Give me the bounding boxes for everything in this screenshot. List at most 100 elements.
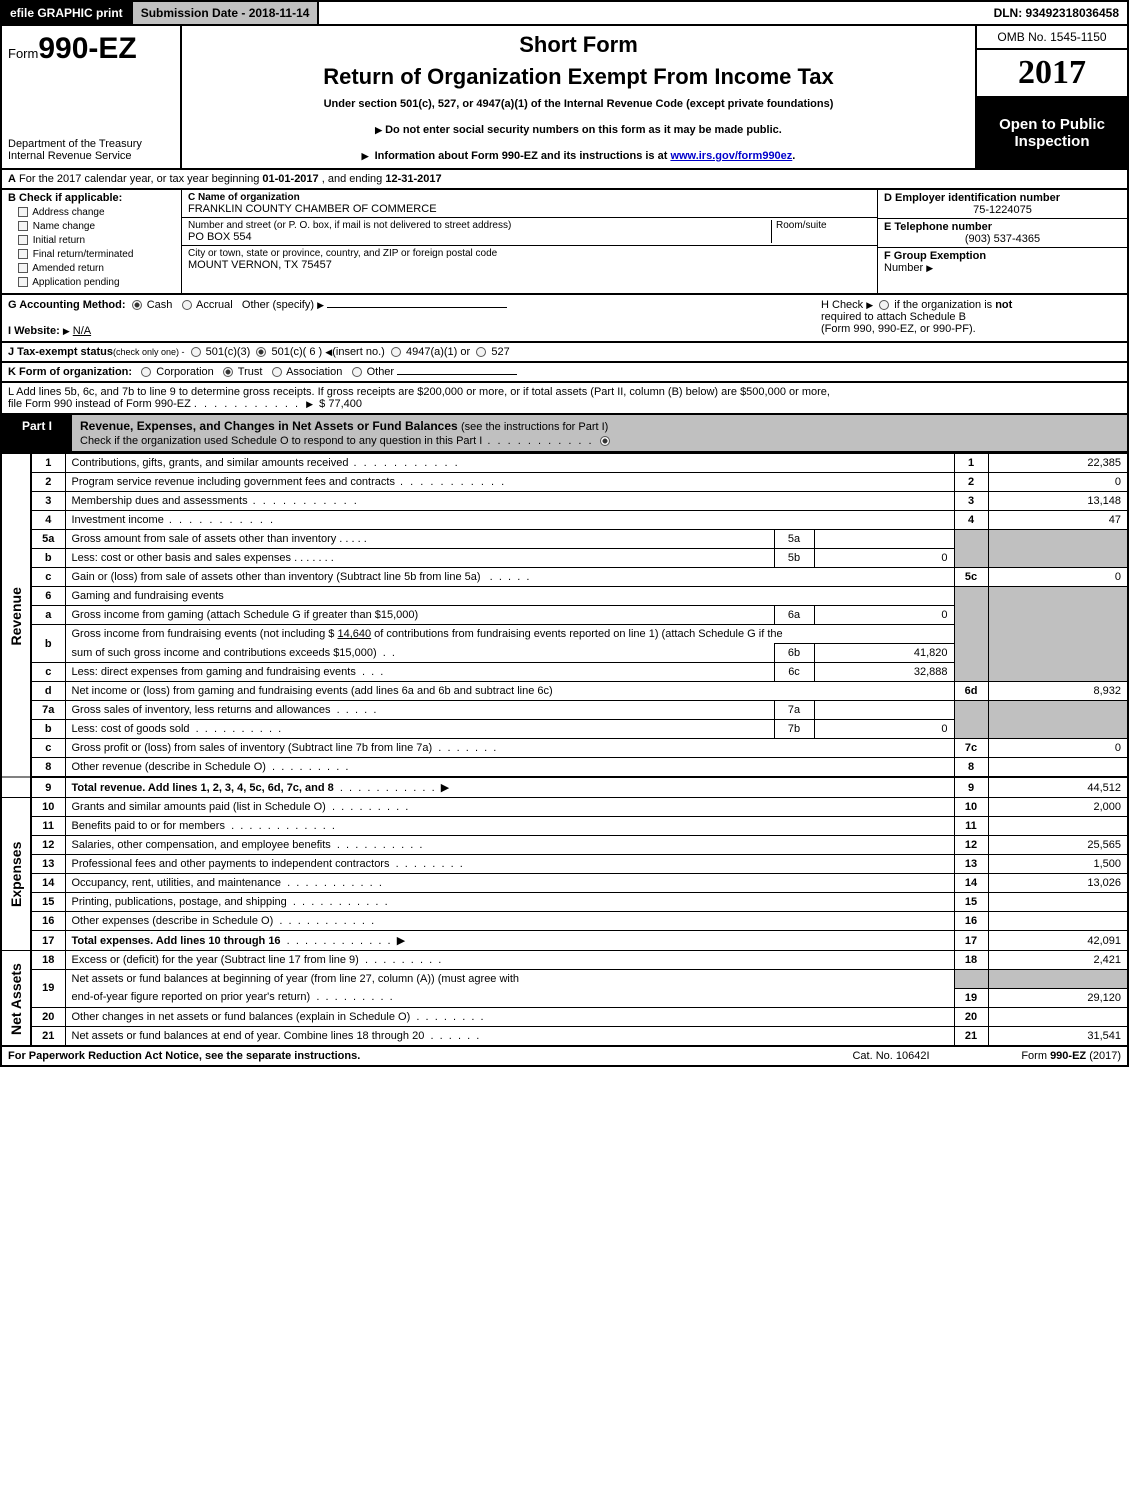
schedule-o-checkbox[interactable] [600,436,610,446]
table-row: 13 Professional fees and other payments … [1,855,1128,874]
h-line2: required to attach Schedule B [821,311,966,323]
box-d: D Employer identification number 75-1224… [878,190,1127,219]
table-row: 11 Benefits paid to or for members . . .… [1,817,1128,836]
street-label: Number and street (or P. O. box, if mail… [188,220,771,231]
l-amount: $ 77,400 [319,398,362,410]
row-a-tax-year: A For the 2017 calendar year, or tax yea… [0,170,1129,190]
table-row: 4 Investment income 4 47 [1,511,1128,530]
city-value: MOUNT VERNON, TX 75457 [188,259,871,271]
revenue-side-label: Revenue [1,454,31,778]
j-label: J Tax-exempt status [8,346,113,358]
catalog-number: Cat. No. 10642I [821,1050,961,1062]
section-gh: G Accounting Method: Cash Accrual Other … [0,295,1129,343]
cb-name-change[interactable]: Name change [18,221,175,232]
radio-cash[interactable] [132,300,142,310]
top-bar: efile GRAPHIC print Submission Date - 20… [0,0,1129,26]
h-checkbox[interactable] [879,300,889,310]
table-row: 3 Membership dues and assessments 3 13,1… [1,492,1128,511]
table-row: 2 Program service revenue including gove… [1,473,1128,492]
cb-amended-return[interactable]: Amended return [18,263,175,274]
k-label: K Form of organization: [8,366,132,378]
arrow-icon [362,150,372,162]
cb-application-pending[interactable]: Application pending [18,277,175,288]
arrow-icon [317,299,327,311]
part-i-table: Revenue 1 Contributions, gifts, grants, … [0,453,1129,1047]
l-text1: L Add lines 5b, 6c, and 7b to line 9 to … [8,386,830,398]
other-specify-line [327,307,507,308]
form-header: Form990-EZ Department of the Treasury In… [0,26,1129,170]
radio-501c3[interactable] [191,347,201,357]
year-end: 12-31-2017 [385,173,441,185]
table-row: 12 Salaries, other compensation, and emp… [1,836,1128,855]
table-row: 17 Total expenses. Add lines 10 through … [1,931,1128,951]
form-prefix: Form [8,46,38,61]
city-row: City or town, state or province, country… [182,246,877,273]
radio-other-org[interactable] [352,367,362,377]
tax-year: 2017 [977,50,1127,98]
c-name-value: FRANKLIN COUNTY CHAMBER OF COMMERCE [188,203,871,215]
letter-a: A [8,173,16,185]
cb-address-change[interactable]: Address change [18,207,175,218]
year-text-pre: For the 2017 calendar year, or tax year … [19,173,262,185]
table-row: 8 Other revenue (describe in Schedule O)… [1,758,1128,778]
omb-number: OMB No. 1545-1150 [977,26,1127,50]
cb-initial-return[interactable]: Initial return [18,235,175,246]
table-row: 16 Other expenses (describe in Schedule … [1,912,1128,931]
radio-501c[interactable] [256,347,266,357]
year-text-mid: , and ending [322,173,386,185]
other-org-line [397,374,517,375]
radio-accrual[interactable] [182,300,192,310]
fundraising-amount: 14,640 [337,628,371,640]
table-row: 15 Printing, publications, postage, and … [1,893,1128,912]
box-e: E Telephone number (903) 537-4365 [878,219,1127,248]
efile-print-button[interactable]: efile GRAPHIC print [2,2,133,24]
box-f: F Group Exemption Number [878,248,1127,276]
c-name-label: C Name of organization [188,192,300,203]
header-right: OMB No. 1545-1150 2017 Open to Public In… [977,26,1127,168]
table-row: c Gross profit or (loss) from sales of i… [1,739,1128,758]
table-row: 21 Net assets or fund balances at end of… [1,1026,1128,1046]
radio-527[interactable] [476,347,486,357]
table-row: d Net income or (loss) from gaming and f… [1,682,1128,701]
letter-b: B [8,192,16,204]
open-line1: Open to Public [981,116,1123,133]
f-label2: Number [884,262,923,274]
table-row: c Gain or (loss) from sale of assets oth… [1,568,1128,587]
radio-association[interactable] [272,367,282,377]
form-footer-label: Form 990-EZ (2017) [961,1050,1121,1062]
h-line1b: if the organization is [894,299,992,311]
part-i-check: Check if the organization used Schedule … [80,435,612,447]
submission-date: Submission Date - 2018-11-14 [133,2,320,24]
open-to-public: Open to Public Inspection [977,98,1127,168]
form-code: 990-EZ [38,32,136,65]
box-h: H Check if the organization is not requi… [821,299,1121,337]
part-i-label: Part I [2,415,72,451]
table-row: 5a Gross amount from sale of assets othe… [1,530,1128,549]
row-l: L Add lines 5b, 6c, and 7b to line 9 to … [0,383,1129,415]
table-row: Net Assets 18 Excess or (deficit) for th… [1,951,1128,970]
cb-final-return[interactable]: Final return/terminated [18,249,175,260]
org-name-row: C Name of organization FRANKLIN COUNTY C… [182,190,877,218]
page-footer: For Paperwork Reduction Act Notice, see … [0,1047,1129,1067]
header-middle: Short Form Return of Organization Exempt… [182,26,977,168]
d-label: D Employer identification number [884,192,1060,204]
street-row: Number and street (or P. O. box, if mail… [182,218,877,246]
short-form-label: Short Form [192,32,965,58]
column-b: B Check if applicable: Address change Na… [2,190,182,293]
expenses-side-label: Expenses [1,798,31,951]
paperwork-notice: For Paperwork Reduction Act Notice, see … [8,1050,821,1062]
f-label: F Group Exemption [884,250,986,262]
form-title: Return of Organization Exempt From Incom… [192,64,965,90]
radio-4947[interactable] [391,347,401,357]
radio-corporation[interactable] [141,367,151,377]
column-c: C Name of organization FRANKLIN COUNTY C… [182,190,877,293]
e-label: E Telephone number [884,221,992,233]
instructions-link[interactable]: www.irs.gov/form990ez [670,150,792,162]
dept-line1: Department of the Treasury [8,138,174,150]
radio-trust[interactable] [223,367,233,377]
table-row: 6 Gaming and fundraising events [1,587,1128,606]
ssn-warning: Do not enter social security numbers on … [192,124,965,136]
table-row: end-of-year figure reported on prior yea… [1,988,1128,1007]
table-row: Expenses 10 Grants and similar amounts p… [1,798,1128,817]
open-line2: Inspection [981,133,1123,150]
